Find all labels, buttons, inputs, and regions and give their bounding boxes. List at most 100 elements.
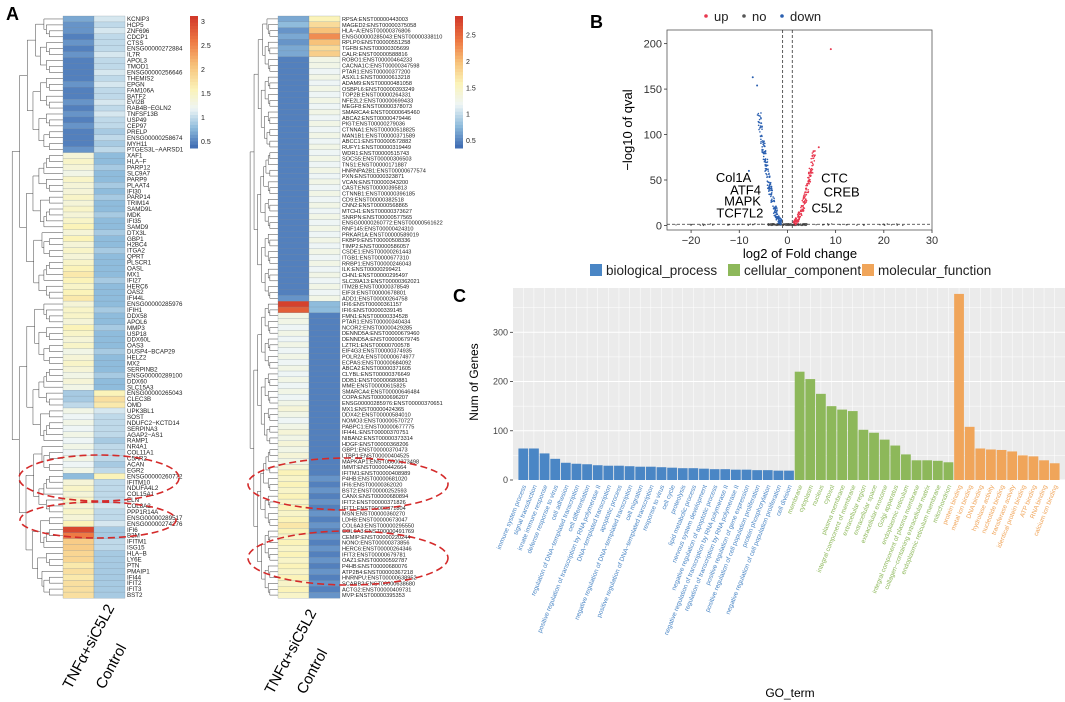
legend-color-step <box>190 144 198 149</box>
heatmap-cell-treated <box>277 27 310 34</box>
heatmap-cell-treated <box>277 173 310 180</box>
heatmap-cell-control <box>93 99 126 106</box>
heatmap-gene-label: DDX60 <box>127 378 148 385</box>
dendrogram-branch <box>43 269 63 281</box>
heatmap-gene-label: CEP97 <box>127 123 147 130</box>
heatmap-cell-treated <box>277 586 310 593</box>
heatmap-cell-control <box>308 225 341 232</box>
heatmap-gene-label: NONO:ENST00000373856 <box>342 541 409 547</box>
heatmap-cell-treated <box>62 585 95 593</box>
heatmap-cell-control <box>93 158 126 165</box>
heatmap-gene-label: APOL6 <box>127 319 148 326</box>
heatmap-cell-control <box>93 45 126 53</box>
heatmap-cell-treated <box>277 341 310 349</box>
volcano-point-up <box>811 162 814 165</box>
heatmap-gene-label: NOMO3:ENST00000570727 <box>342 419 413 425</box>
heatmap-cell-treated <box>277 574 310 581</box>
heatmap-cell-treated <box>277 74 310 81</box>
volcano-point-up <box>794 223 797 226</box>
heatmap-cell-control <box>93 413 126 421</box>
heatmap-cell-treated <box>62 330 95 338</box>
legend-color-step <box>455 22 463 27</box>
volcano-point-up <box>805 184 807 187</box>
heatmap-gene-label: GBP1:ENST00000370473 <box>342 448 408 454</box>
volcano-point-no <box>771 224 773 226</box>
heatmap-cell-control <box>308 481 341 488</box>
panel-label-b: B <box>590 12 603 32</box>
heatmap-cell-treated <box>62 443 95 450</box>
heatmap-gene-label: SLC39A13:ENST00000362021 <box>342 279 420 285</box>
heatmap-gene-label: ECPAS:ENST00000684092 <box>342 360 411 366</box>
heatmap-cell-control <box>93 229 126 237</box>
heatmap-cell-treated <box>277 516 310 523</box>
heatmap-cell-treated <box>277 161 310 168</box>
volcano-point-no <box>747 224 749 227</box>
volcano-point-down <box>763 160 766 163</box>
heatmap-cell-control <box>93 568 126 575</box>
dendrogram-branch <box>49 238 63 245</box>
heatmap-gene-label: NIBAN2:ENST00000373314 <box>342 436 413 442</box>
heatmap-gene-label: ENSG00000285043:ENST00000338110 <box>342 34 442 40</box>
heatmap-cell-control <box>93 247 126 254</box>
heatmap-cell-treated <box>277 301 310 308</box>
heatmap-gene-label: ITGA2 <box>127 248 145 255</box>
heatmap-cell-control <box>93 544 126 551</box>
heatmap-cell-control <box>93 15 126 23</box>
dendrogram-branch <box>249 151 255 449</box>
heatmap-gene-label: NDUFC2−KCTD14 <box>127 420 180 427</box>
heatmap-gene-label: TMOD1 <box>127 64 149 71</box>
dendrogram-branch <box>49 315 63 323</box>
volcano-point-down <box>759 127 761 129</box>
volcano-point-down <box>770 195 772 198</box>
volcano-point-up <box>802 204 804 207</box>
heatmap-gene-label: MAN1B1:ENST00000371589 <box>342 133 415 139</box>
dendrogram-branch <box>40 46 47 66</box>
heatmap-cell-treated <box>277 155 310 162</box>
heatmap-gene-label: PARP9 <box>127 176 147 183</box>
panel-label-c: C <box>453 286 466 306</box>
dendrogram-branch <box>43 216 63 228</box>
heatmap-gene-label: PTAR1:ENST00000377200 <box>342 69 410 75</box>
heatmap-cell-treated <box>62 277 95 284</box>
legend-color-step <box>190 58 198 63</box>
legend-tick-label: 2 <box>201 67 205 74</box>
heatmap-gene-label: RNF145:ENST00000424310 <box>342 226 414 232</box>
volcano-point-up <box>803 197 805 200</box>
heatmap-cell-treated <box>277 405 310 413</box>
dendrogram-branch <box>269 344 278 351</box>
heatmap-cell-control <box>308 74 341 81</box>
dendrogram-branch <box>264 535 269 554</box>
go-legend-swatch <box>728 264 740 276</box>
volcano-point-up <box>807 176 809 179</box>
legend-color-step <box>455 115 463 119</box>
heatmap-cell-control <box>308 522 341 529</box>
heatmap-gene-label: RPSA:ENST00000443003 <box>342 17 408 23</box>
volcano-point-up <box>809 181 812 183</box>
dendrogram-branch <box>33 239 42 284</box>
volcano-point-down <box>773 210 776 212</box>
legend-color-step <box>190 108 198 113</box>
volcano-point-down <box>765 164 768 166</box>
heatmap-gene-label: CDCP1 <box>127 34 149 41</box>
heatmap-cell-control <box>308 120 341 128</box>
go-bar <box>560 462 571 480</box>
heatmap-cell-treated <box>277 85 310 93</box>
heatmap-cell-treated <box>277 248 310 256</box>
heatmap-cell-control <box>93 134 126 142</box>
volcano-xtick-label: 20 <box>878 235 890 247</box>
heatmap-gene-label: IFIT2 <box>127 580 142 587</box>
heatmap-cell-treated <box>62 556 95 563</box>
heatmap-cell-control <box>308 161 341 168</box>
heatmap-gene-label: LZTR1:ENST00000700578 <box>342 343 410 349</box>
dendrogram-branch <box>40 82 47 101</box>
heatmap-cell-control <box>308 301 341 308</box>
heatmap-cell-control <box>308 475 341 483</box>
heatmap-cell-control <box>308 487 341 494</box>
go-bar <box>720 469 731 480</box>
dendrogram-branch <box>49 30 63 38</box>
legend-color-step <box>455 75 463 80</box>
heatmap-cell-control <box>93 116 126 124</box>
volcano-point-up <box>807 191 810 193</box>
heatmap-gene-label: ABCA2:ENST00000371605 <box>342 366 411 372</box>
